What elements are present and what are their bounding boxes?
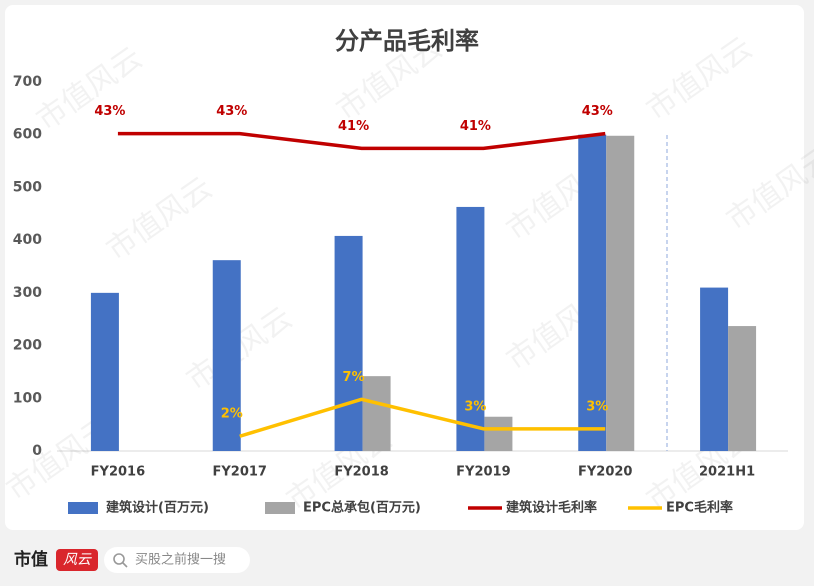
bar: [90, 292, 119, 451]
x-tick-label: FY2018: [334, 465, 388, 480]
line: [117, 131, 606, 151]
search-icon-handle: [122, 562, 128, 568]
legend-swatch: [68, 502, 98, 514]
y-tick-label: 700: [13, 74, 42, 90]
y-tick-label: 300: [13, 285, 42, 301]
bar: [484, 416, 513, 451]
bar: [212, 260, 241, 451]
data-label: 7%: [343, 370, 365, 385]
y-tick-label: 400: [13, 232, 42, 248]
bar: [334, 235, 363, 451]
y-tick-label: 500: [13, 179, 42, 195]
data-label: 43%: [216, 104, 247, 119]
bar: [362, 376, 391, 451]
legend-label: 建筑设计毛利率: [506, 500, 597, 516]
bar: [456, 206, 485, 451]
search-text[interactable]: 买股之前搜一搜: [135, 552, 226, 568]
chart-title: 分产品毛利率: [335, 27, 479, 55]
y-tick-label: 0: [32, 443, 42, 459]
x-tick-label: FY2019: [456, 465, 510, 480]
y-tick-label: 100: [13, 390, 42, 406]
brand-mark-box: [56, 549, 98, 571]
legend-label: EPC总承包(百万元): [303, 500, 421, 516]
search-box[interactable]: [104, 547, 250, 573]
data-label: 41%: [460, 119, 491, 134]
x-tick-label: FY2020: [578, 465, 632, 480]
data-label: 2%: [221, 407, 243, 422]
legend-swatch: [265, 502, 295, 514]
data-label: 43%: [94, 104, 125, 119]
x-tick-label: FY2017: [213, 465, 267, 480]
x-tick-label: FY2016: [91, 465, 145, 480]
data-label: 3%: [586, 399, 608, 414]
legend-label: 建筑设计(百万元): [106, 500, 209, 516]
line: [239, 397, 606, 438]
search-icon: [113, 553, 125, 565]
y-tick-label: 200: [13, 338, 42, 354]
y-tick-label: 600: [13, 127, 42, 143]
x-tick-label: 2021H1: [699, 465, 755, 480]
bar: [700, 287, 729, 451]
data-label: 43%: [582, 104, 613, 119]
data-label: 41%: [338, 119, 369, 134]
brand-mark: 风云: [63, 552, 92, 568]
bar: [728, 326, 757, 451]
bar: [578, 134, 607, 451]
brand: 市值: [14, 549, 48, 570]
legend-label: EPC毛利率: [666, 500, 733, 516]
data-label: 3%: [464, 399, 486, 414]
bar: [606, 135, 635, 452]
